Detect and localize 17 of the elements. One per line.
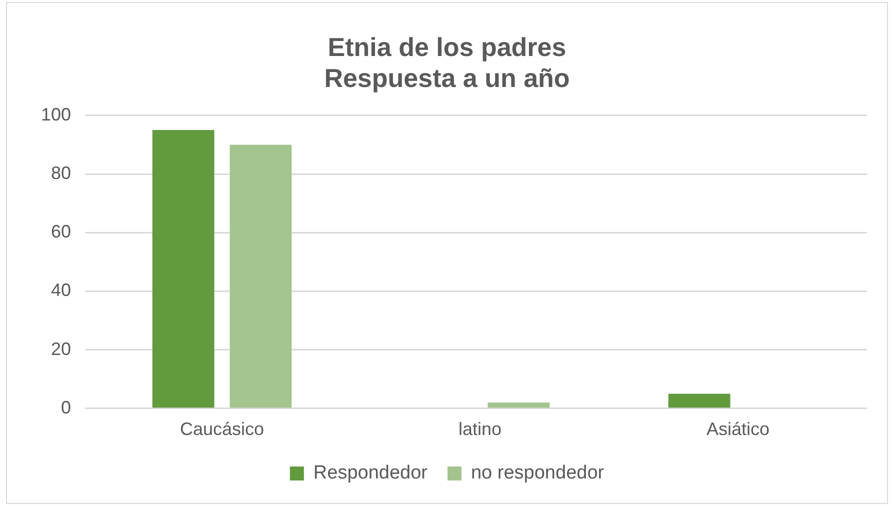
- x-tick-label: Caucásico: [180, 419, 264, 440]
- bar: [668, 394, 730, 408]
- bar: [488, 402, 550, 408]
- bar: [230, 144, 292, 408]
- legend-label: Respondedor: [313, 462, 428, 484]
- text: Etnia de los padres: [328, 32, 566, 62]
- y-tick-label: 20: [51, 338, 72, 359]
- x-tick-label: Asiático: [706, 419, 770, 440]
- y-tick-label: 100: [40, 104, 72, 124]
- y-tick-label: 40: [51, 280, 72, 300]
- legend-label: no respondedor: [470, 462, 605, 484]
- y-tick-label: 60: [51, 222, 72, 242]
- y-tick-label: 80: [51, 162, 72, 183]
- bar: [152, 130, 214, 408]
- text: Respuesta a un año: [324, 62, 570, 93]
- x-tick-label: latino: [458, 419, 502, 440]
- y-tick-label: 0: [61, 397, 72, 418]
